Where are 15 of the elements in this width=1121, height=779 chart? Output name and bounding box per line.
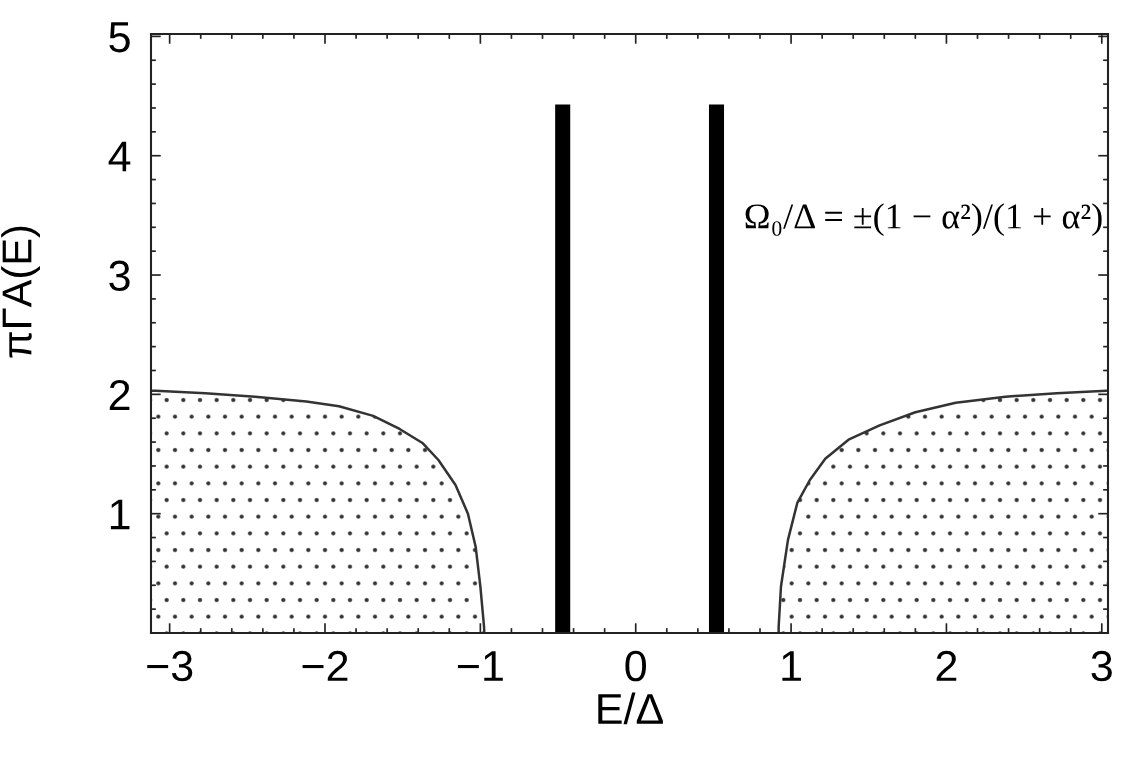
- y-axis-title: πΓA(E): [1, 226, 40, 358]
- x-tick-label: −2: [302, 650, 348, 681]
- x-tick-label: −3: [147, 650, 193, 682]
- y-tick-label: 3: [109, 260, 130, 292]
- x-axis-title: E/Δ: [598, 692, 663, 725]
- y-tick-label: 1: [110, 499, 130, 530]
- x-tick-label: 3: [1091, 650, 1112, 682]
- y-tick-label: 4: [108, 141, 131, 172]
- x-tick-label: 0: [625, 650, 646, 682]
- y-tick-label: 2: [109, 379, 130, 410]
- annotation: Ω₀/Δ = ±(1 − α²)/(1 + α²): [745, 203, 1102, 237]
- x-tick-label: −1: [457, 651, 503, 681]
- x-tick-label: 2: [936, 650, 957, 681]
- y-tick-label: 5: [109, 22, 130, 53]
- x-tick-label: 1: [782, 651, 801, 681]
